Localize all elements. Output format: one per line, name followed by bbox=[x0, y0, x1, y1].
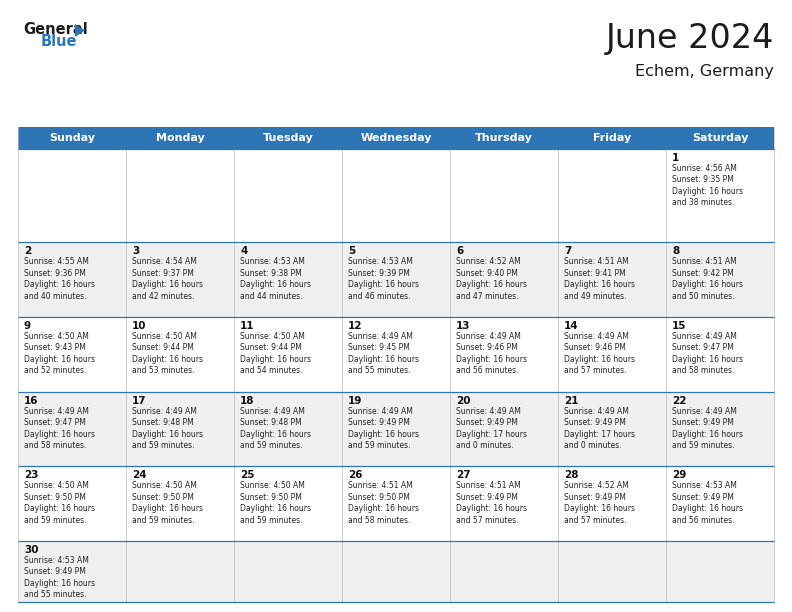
Text: 12: 12 bbox=[348, 321, 363, 331]
Text: Wednesday: Wednesday bbox=[360, 133, 432, 143]
Text: Sunrise: 4:51 AM
Sunset: 9:42 PM
Daylight: 16 hours
and 50 minutes.: Sunrise: 4:51 AM Sunset: 9:42 PM Dayligh… bbox=[672, 257, 743, 300]
Text: Sunrise: 4:50 AM
Sunset: 9:43 PM
Daylight: 16 hours
and 52 minutes.: Sunrise: 4:50 AM Sunset: 9:43 PM Dayligh… bbox=[24, 332, 95, 375]
Text: Sunrise: 4:51 AM
Sunset: 9:49 PM
Daylight: 16 hours
and 57 minutes.: Sunrise: 4:51 AM Sunset: 9:49 PM Dayligh… bbox=[456, 481, 527, 524]
Text: 4: 4 bbox=[240, 246, 247, 256]
Text: 7: 7 bbox=[564, 246, 571, 256]
Text: 23: 23 bbox=[24, 470, 39, 480]
Text: Sunrise: 4:50 AM
Sunset: 9:44 PM
Daylight: 16 hours
and 54 minutes.: Sunrise: 4:50 AM Sunset: 9:44 PM Dayligh… bbox=[240, 332, 311, 375]
Text: 8: 8 bbox=[672, 246, 680, 256]
Text: Sunrise: 4:52 AM
Sunset: 9:40 PM
Daylight: 16 hours
and 47 minutes.: Sunrise: 4:52 AM Sunset: 9:40 PM Dayligh… bbox=[456, 257, 527, 300]
Text: Sunrise: 4:49 AM
Sunset: 9:47 PM
Daylight: 16 hours
and 58 minutes.: Sunrise: 4:49 AM Sunset: 9:47 PM Dayligh… bbox=[24, 406, 95, 450]
Polygon shape bbox=[75, 24, 85, 37]
Text: Sunrise: 4:49 AM
Sunset: 9:49 PM
Daylight: 17 hours
and 0 minutes.: Sunrise: 4:49 AM Sunset: 9:49 PM Dayligh… bbox=[564, 406, 635, 450]
Text: Sunrise: 4:55 AM
Sunset: 9:36 PM
Daylight: 16 hours
and 40 minutes.: Sunrise: 4:55 AM Sunset: 9:36 PM Dayligh… bbox=[24, 257, 95, 300]
Text: 11: 11 bbox=[240, 321, 254, 331]
Text: Sunrise: 4:56 AM
Sunset: 9:35 PM
Daylight: 16 hours
and 38 minutes.: Sunrise: 4:56 AM Sunset: 9:35 PM Dayligh… bbox=[672, 164, 743, 207]
Text: Sunrise: 4:49 AM
Sunset: 9:46 PM
Daylight: 16 hours
and 57 minutes.: Sunrise: 4:49 AM Sunset: 9:46 PM Dayligh… bbox=[564, 332, 635, 375]
Text: 9: 9 bbox=[24, 321, 31, 331]
Text: 29: 29 bbox=[672, 470, 687, 480]
Bar bbox=[18, 541, 774, 602]
Bar bbox=[18, 392, 774, 466]
Text: 17: 17 bbox=[132, 395, 147, 406]
Text: 18: 18 bbox=[240, 395, 254, 406]
Text: Sunrise: 4:54 AM
Sunset: 9:37 PM
Daylight: 16 hours
and 42 minutes.: Sunrise: 4:54 AM Sunset: 9:37 PM Dayligh… bbox=[132, 257, 203, 300]
Bar bbox=[18, 466, 774, 541]
Text: June 2024: June 2024 bbox=[606, 22, 774, 55]
Text: Sunrise: 4:50 AM
Sunset: 9:50 PM
Daylight: 16 hours
and 59 minutes.: Sunrise: 4:50 AM Sunset: 9:50 PM Dayligh… bbox=[132, 481, 203, 524]
Text: Sunrise: 4:49 AM
Sunset: 9:49 PM
Daylight: 16 hours
and 59 minutes.: Sunrise: 4:49 AM Sunset: 9:49 PM Dayligh… bbox=[348, 406, 419, 450]
Text: Monday: Monday bbox=[155, 133, 204, 143]
Text: 19: 19 bbox=[348, 395, 363, 406]
Text: 26: 26 bbox=[348, 470, 363, 480]
Text: Saturday: Saturday bbox=[692, 133, 748, 143]
Text: 28: 28 bbox=[564, 470, 578, 480]
Text: 22: 22 bbox=[672, 395, 687, 406]
Text: 5: 5 bbox=[348, 246, 356, 256]
Text: 15: 15 bbox=[672, 321, 687, 331]
Text: 24: 24 bbox=[132, 470, 147, 480]
Text: Sunrise: 4:49 AM
Sunset: 9:49 PM
Daylight: 16 hours
and 59 minutes.: Sunrise: 4:49 AM Sunset: 9:49 PM Dayligh… bbox=[672, 406, 743, 450]
Text: 14: 14 bbox=[564, 321, 579, 331]
Text: General: General bbox=[23, 22, 88, 37]
Text: Sunrise: 4:50 AM
Sunset: 9:50 PM
Daylight: 16 hours
and 59 minutes.: Sunrise: 4:50 AM Sunset: 9:50 PM Dayligh… bbox=[24, 481, 95, 524]
Bar bbox=[18, 127, 774, 149]
Text: 20: 20 bbox=[456, 395, 470, 406]
Text: Sunrise: 4:49 AM
Sunset: 9:45 PM
Daylight: 16 hours
and 55 minutes.: Sunrise: 4:49 AM Sunset: 9:45 PM Dayligh… bbox=[348, 332, 419, 375]
Text: Echem, Germany: Echem, Germany bbox=[635, 64, 774, 79]
Bar bbox=[18, 317, 774, 392]
Text: 30: 30 bbox=[24, 545, 39, 555]
Bar bbox=[18, 149, 774, 242]
Text: 21: 21 bbox=[564, 395, 578, 406]
Text: Sunday: Sunday bbox=[49, 133, 95, 143]
Text: 3: 3 bbox=[132, 246, 139, 256]
Text: Sunrise: 4:49 AM
Sunset: 9:48 PM
Daylight: 16 hours
and 59 minutes.: Sunrise: 4:49 AM Sunset: 9:48 PM Dayligh… bbox=[240, 406, 311, 450]
Bar bbox=[18, 242, 774, 317]
Text: Sunrise: 4:53 AM
Sunset: 9:49 PM
Daylight: 16 hours
and 55 minutes.: Sunrise: 4:53 AM Sunset: 9:49 PM Dayligh… bbox=[24, 556, 95, 599]
Text: 2: 2 bbox=[24, 246, 31, 256]
Text: 27: 27 bbox=[456, 470, 470, 480]
Text: 16: 16 bbox=[24, 395, 39, 406]
Text: Sunrise: 4:49 AM
Sunset: 9:49 PM
Daylight: 17 hours
and 0 minutes.: Sunrise: 4:49 AM Sunset: 9:49 PM Dayligh… bbox=[456, 406, 527, 450]
Text: Sunrise: 4:51 AM
Sunset: 9:50 PM
Daylight: 16 hours
and 58 minutes.: Sunrise: 4:51 AM Sunset: 9:50 PM Dayligh… bbox=[348, 481, 419, 524]
Text: Sunrise: 4:52 AM
Sunset: 9:49 PM
Daylight: 16 hours
and 57 minutes.: Sunrise: 4:52 AM Sunset: 9:49 PM Dayligh… bbox=[564, 481, 635, 524]
Text: 13: 13 bbox=[456, 321, 470, 331]
Text: Sunrise: 4:49 AM
Sunset: 9:46 PM
Daylight: 16 hours
and 56 minutes.: Sunrise: 4:49 AM Sunset: 9:46 PM Dayligh… bbox=[456, 332, 527, 375]
Text: Friday: Friday bbox=[593, 133, 631, 143]
Text: 1: 1 bbox=[672, 153, 680, 163]
Text: Sunrise: 4:53 AM
Sunset: 9:39 PM
Daylight: 16 hours
and 46 minutes.: Sunrise: 4:53 AM Sunset: 9:39 PM Dayligh… bbox=[348, 257, 419, 300]
Text: Tuesday: Tuesday bbox=[263, 133, 314, 143]
Text: Sunrise: 4:51 AM
Sunset: 9:41 PM
Daylight: 16 hours
and 49 minutes.: Sunrise: 4:51 AM Sunset: 9:41 PM Dayligh… bbox=[564, 257, 635, 300]
Text: Blue: Blue bbox=[41, 34, 78, 49]
Text: 10: 10 bbox=[132, 321, 147, 331]
Text: Sunrise: 4:53 AM
Sunset: 9:49 PM
Daylight: 16 hours
and 56 minutes.: Sunrise: 4:53 AM Sunset: 9:49 PM Dayligh… bbox=[672, 481, 743, 524]
Text: Sunrise: 4:49 AM
Sunset: 9:48 PM
Daylight: 16 hours
and 59 minutes.: Sunrise: 4:49 AM Sunset: 9:48 PM Dayligh… bbox=[132, 406, 203, 450]
Text: Sunrise: 4:53 AM
Sunset: 9:38 PM
Daylight: 16 hours
and 44 minutes.: Sunrise: 4:53 AM Sunset: 9:38 PM Dayligh… bbox=[240, 257, 311, 300]
Text: Sunrise: 4:49 AM
Sunset: 9:47 PM
Daylight: 16 hours
and 58 minutes.: Sunrise: 4:49 AM Sunset: 9:47 PM Dayligh… bbox=[672, 332, 743, 375]
Text: Thursday: Thursday bbox=[475, 133, 533, 143]
Text: 25: 25 bbox=[240, 470, 254, 480]
Text: Sunrise: 4:50 AM
Sunset: 9:50 PM
Daylight: 16 hours
and 59 minutes.: Sunrise: 4:50 AM Sunset: 9:50 PM Dayligh… bbox=[240, 481, 311, 524]
Text: 6: 6 bbox=[456, 246, 463, 256]
Text: Sunrise: 4:50 AM
Sunset: 9:44 PM
Daylight: 16 hours
and 53 minutes.: Sunrise: 4:50 AM Sunset: 9:44 PM Dayligh… bbox=[132, 332, 203, 375]
